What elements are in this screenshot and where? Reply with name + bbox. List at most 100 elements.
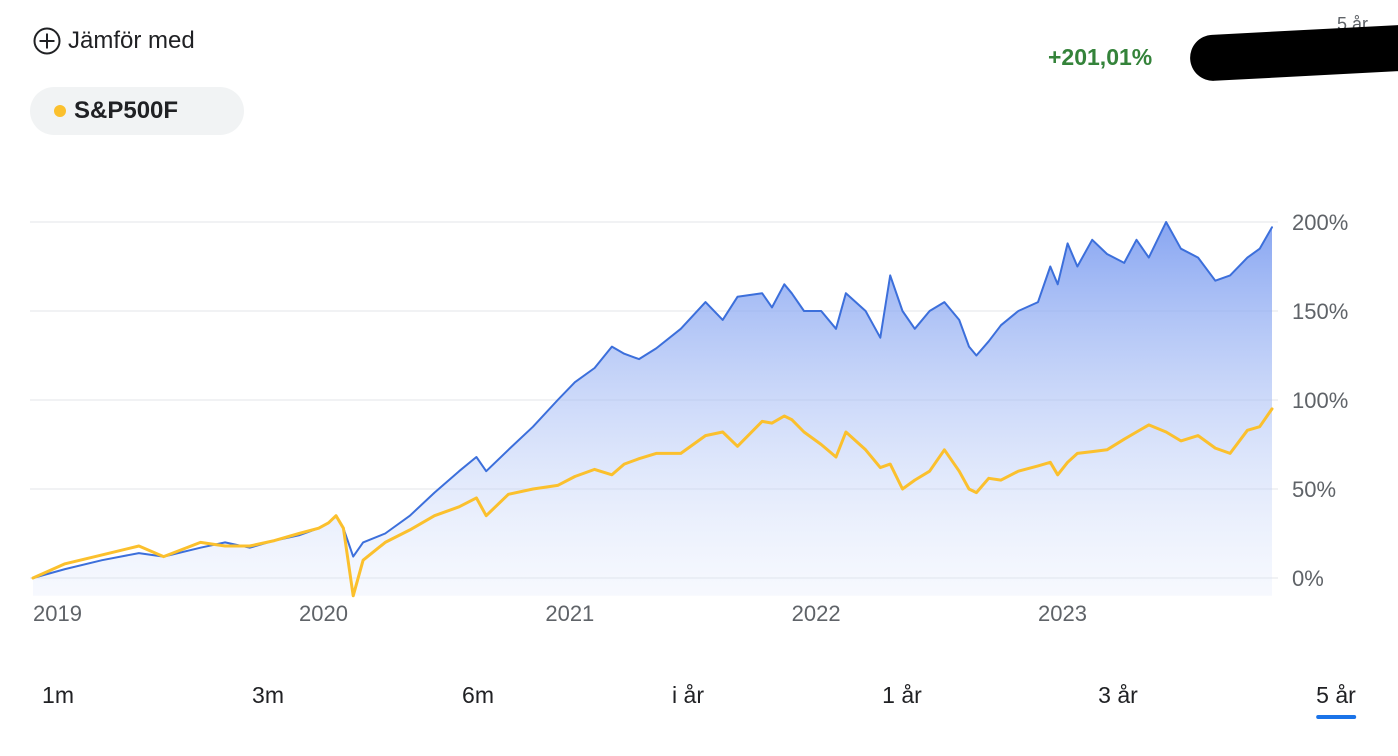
data-point (783, 415, 785, 417)
data-point (532, 488, 534, 490)
data-point (342, 527, 344, 529)
series-area (33, 222, 1272, 596)
compare-button[interactable]: Jämför med (32, 26, 195, 56)
data-point (594, 468, 596, 470)
data-point (914, 479, 916, 481)
data-point (988, 477, 990, 479)
comparison-chip[interactable]: S&P500F (30, 87, 244, 135)
data-point (101, 554, 103, 556)
series-dot (54, 105, 66, 117)
data-point (532, 426, 534, 428)
data-point (1246, 429, 1248, 431)
data-point (958, 319, 960, 321)
tab-range[interactable]: 3 år (1098, 682, 1138, 708)
data-point (845, 431, 847, 433)
change-value: +201,01% (1048, 44, 1153, 70)
data-point (722, 319, 724, 321)
data-point (1214, 280, 1216, 282)
data-point (791, 292, 793, 294)
plus-circle-icon (33, 27, 61, 55)
data-point (1037, 301, 1039, 303)
data-point (485, 515, 487, 517)
x-tick-label: 2023 (1038, 601, 1087, 626)
data-point (32, 577, 34, 579)
data-point (1123, 438, 1125, 440)
data-point (1148, 257, 1150, 259)
data-point (879, 337, 881, 339)
data-point (434, 515, 435, 517)
data-point (803, 310, 805, 312)
time-range-tabs: 1m 3m 6m i år 1 år 3 år 5 år (0, 670, 1398, 730)
data-point (1000, 324, 1002, 326)
data-point (1180, 440, 1182, 442)
data-point (1214, 447, 1216, 449)
data-point (1017, 310, 1019, 312)
data-point (1091, 239, 1093, 241)
data-point (655, 452, 657, 454)
data-point (557, 399, 559, 401)
data-point (879, 467, 881, 469)
data-point (943, 449, 945, 451)
data-point (163, 556, 165, 558)
data-point (1148, 424, 1150, 426)
data-point (64, 563, 66, 565)
data-point (1136, 431, 1137, 433)
data-point (865, 449, 867, 451)
data-point (1076, 452, 1078, 454)
data-point (1049, 461, 1051, 463)
data-point (362, 559, 364, 561)
data-point (138, 552, 140, 554)
tab-range[interactable]: 5 år (1316, 682, 1356, 719)
data-point (835, 328, 837, 330)
data-point (1049, 266, 1051, 267)
data-point (705, 435, 706, 437)
data-point (574, 381, 576, 383)
data-point (943, 301, 945, 303)
data-point (968, 488, 970, 490)
tab-range[interactable]: 1 år (882, 682, 922, 708)
tab-range[interactable]: i år (672, 682, 704, 708)
tab-range[interactable]: 6m (462, 682, 494, 708)
data-point (1165, 221, 1167, 223)
y-tick-label: 0% (1292, 566, 1324, 591)
data-point (574, 476, 576, 477)
data-point (783, 283, 785, 285)
data-point (1229, 274, 1231, 276)
tab-range[interactable]: 1m (42, 682, 74, 708)
data-point (224, 545, 226, 547)
data-point (929, 470, 931, 472)
data-point (1000, 479, 1002, 481)
data-point (1091, 451, 1093, 453)
tab-range[interactable]: 3m (252, 682, 284, 708)
data-point (557, 484, 559, 486)
data-point (1106, 449, 1108, 451)
x-tick-label: 2021 (545, 601, 594, 626)
data-point (1067, 461, 1069, 463)
y-tick-label: 150% (1292, 299, 1348, 324)
data-point (680, 452, 682, 454)
y-tick-label: 50% (1292, 477, 1336, 502)
x-tick-label: 2020 (299, 601, 348, 626)
data-point (845, 292, 847, 294)
x-tick-label: 2019 (33, 601, 82, 626)
data-point (1017, 470, 1019, 472)
data-point (865, 310, 867, 312)
data-point (485, 470, 487, 472)
data-point (655, 347, 657, 349)
data-point (902, 488, 903, 490)
data-point (352, 556, 354, 558)
data-point (1259, 248, 1261, 250)
data-point (791, 419, 793, 421)
data-point (335, 515, 337, 517)
data-point (1057, 283, 1059, 285)
data-point (623, 353, 625, 355)
data-point (318, 527, 320, 529)
data-point (101, 559, 103, 561)
data-point (328, 522, 330, 524)
data-point (352, 595, 354, 597)
data-point (384, 533, 386, 534)
data-point (1271, 408, 1273, 410)
data-point (434, 492, 435, 494)
data-point (705, 301, 706, 303)
data-point (507, 493, 509, 495)
